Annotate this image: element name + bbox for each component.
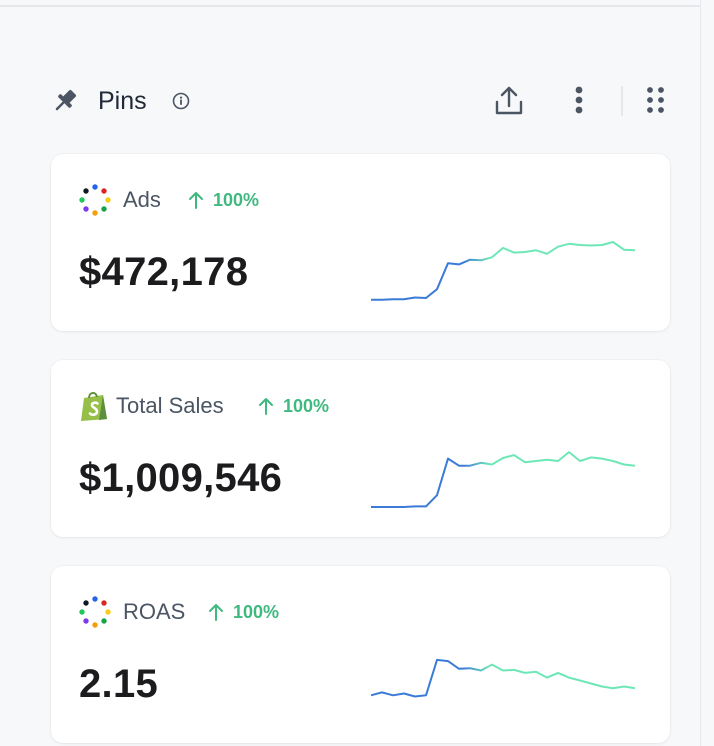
info-icon[interactable] [171, 91, 191, 111]
ads-dots-icon [79, 184, 111, 216]
metric-value: $1,009,546 [79, 456, 283, 500]
sparkline-chart [371, 451, 636, 508]
trend-value: 100% [233, 602, 280, 622]
arrow-up-icon [189, 192, 203, 209]
trend-value: 100% [283, 396, 330, 416]
pin-icon [55, 89, 77, 111]
card-label: Total Sales [116, 393, 224, 418]
top-border [0, 5, 700, 7]
arrow-up-icon [259, 398, 273, 415]
ads-dots-icon [79, 596, 111, 628]
panel-edge [700, 0, 701, 746]
drag-handle-icon[interactable] [644, 84, 668, 118]
metric-value: $472,178 [79, 250, 249, 294]
metric-value: 2.15 [79, 662, 159, 706]
card-label: Ads [123, 187, 161, 212]
sparkline-chart [370, 658, 636, 698]
card-label: ROAS [123, 599, 186, 624]
share-icon[interactable] [493, 84, 525, 118]
trend-indicator: 100% [207, 600, 279, 624]
sparkline-series [370, 658, 636, 698]
pins-header: Pins [50, 78, 670, 124]
sparkline-series [371, 451, 636, 508]
pin-card-ads[interactable]: Ads 100% $472,178 [51, 154, 670, 331]
pin-card-roas[interactable]: ROAS 100% 2.15 [51, 566, 670, 743]
sparkline-series [371, 241, 636, 301]
trend-value: 100% [213, 190, 260, 210]
shopify-icon [81, 392, 107, 421]
page-title: Pins [98, 87, 147, 115]
sparkline-chart [371, 241, 636, 301]
trend-indicator: 100% [187, 188, 259, 212]
header-divider [621, 86, 623, 116]
arrow-up-icon [209, 604, 223, 621]
more-options-icon[interactable] [569, 84, 589, 118]
trend-indicator: 100% [257, 394, 329, 418]
pin-card-total-sales[interactable]: Total Sales 100% $1,009,546 [51, 360, 670, 537]
